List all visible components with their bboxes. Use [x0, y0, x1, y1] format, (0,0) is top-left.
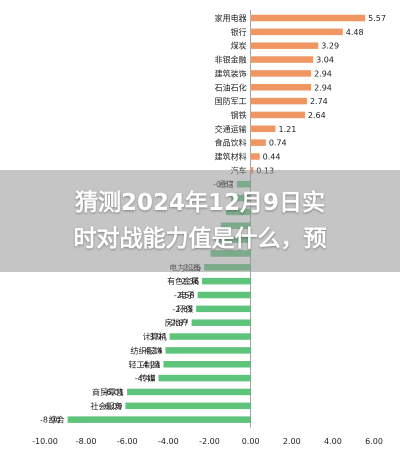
value-label-24: -4.14 — [142, 346, 163, 355]
value-label-19: -2.36 — [178, 277, 199, 286]
bar-20 — [197, 291, 251, 299]
x-tick-label-2: -6.00 — [117, 437, 138, 446]
banner-line-2: 时对战能力值是什么，预 — [73, 226, 327, 252]
bar-23 — [169, 333, 251, 340]
category-label-27: 商贸零售 — [92, 387, 124, 397]
bar-21 — [196, 305, 251, 313]
value-label-20: -2.58 — [174, 291, 195, 300]
bar-22 — [191, 319, 251, 326]
value-label-5: 2.94 — [314, 83, 332, 92]
category-label-8: 交通运输 — [215, 124, 247, 134]
bar-6 — [250, 97, 307, 105]
category-label-1: 银行 — [231, 27, 247, 37]
value-label-3: 3.04 — [316, 56, 334, 65]
value-label-26: -4.48 — [135, 374, 156, 383]
category-label-2: 煤炭 — [231, 41, 247, 51]
value-label-8: 1.21 — [279, 125, 297, 134]
x-tick-label-4: -2.00 — [199, 437, 220, 446]
bar-10 — [250, 153, 260, 160]
value-label-23: -3.94 — [146, 333, 167, 342]
bar-27 — [127, 388, 251, 396]
category-label-0: 家用电器 — [215, 13, 247, 23]
category-label-19: 有色金属 — [167, 276, 199, 286]
bar-0 — [250, 14, 366, 22]
category-label-21: 环保 — [177, 304, 193, 314]
category-label-28: 社会服务 — [90, 401, 122, 411]
category-label-5: 石油石化 — [215, 82, 247, 92]
banner-line-1: 猜测2024年12月9日实 — [74, 190, 326, 216]
category-label-26: 传媒 — [140, 373, 156, 383]
x-tick-label-8: 6.00 — [365, 437, 383, 446]
value-label-7: 2.64 — [308, 111, 326, 120]
value-label-28: -6.09 — [102, 402, 123, 411]
bar-5 — [250, 84, 312, 91]
bar-29 — [67, 416, 251, 423]
value-label-27: -6.01 — [103, 388, 124, 397]
value-label-22: -2.87 — [168, 319, 189, 328]
category-label-9: 食品饮料 — [215, 138, 247, 148]
banner-overlay: 猜测2024年12月9日实 时对战能力值是什么，预 — [0, 170, 400, 272]
value-label-9: 0.74 — [269, 139, 287, 148]
category-label-23: 计算机 — [143, 332, 167, 342]
bar-26 — [158, 374, 251, 382]
category-label-25: 轻工制造 — [128, 359, 160, 369]
value-label-4: 2.94 — [314, 69, 332, 78]
x-tick-label-7: 4.00 — [324, 437, 342, 446]
category-label-7: 钢铁 — [231, 110, 247, 120]
value-label-2: 3.29 — [321, 42, 339, 51]
category-label-3: 非银金融 — [215, 55, 247, 65]
category-label-22: 房地产 — [165, 318, 189, 328]
x-tick-label-3: -4.00 — [158, 437, 179, 446]
value-label-6: 2.74 — [310, 97, 328, 106]
x-tick-label-1: -8.00 — [76, 437, 97, 446]
bar-8 — [250, 125, 276, 133]
bar-25 — [163, 361, 251, 368]
value-label-29: -8.90 — [40, 416, 61, 425]
value-label-25: -4.24 — [140, 360, 161, 369]
value-label-21: -2.65 — [172, 305, 193, 314]
x-tick-label-0: -10.00 — [32, 437, 58, 446]
bar-9 — [250, 139, 266, 146]
category-label-20: 电子 — [179, 290, 195, 300]
category-label-4: 建筑装饰 — [215, 68, 247, 78]
bar-1 — [250, 28, 343, 36]
category-label-6: 国防军工 — [215, 96, 247, 106]
value-label-1: 4.48 — [346, 28, 364, 37]
bar-19 — [202, 277, 251, 285]
bar-3 — [250, 56, 314, 63]
bar-28 — [125, 402, 251, 410]
value-label-10: 0.44 — [263, 153, 281, 162]
banner-text: 猜测2024年12月9日实 时对战能力值是什么，预 — [0, 170, 400, 272]
bar-4 — [250, 70, 312, 77]
category-label-29: 综合 — [49, 415, 65, 425]
category-label-24: 纺织服饰 — [130, 345, 162, 355]
category-label-10: 建筑材料 — [215, 152, 247, 162]
bar-7 — [250, 111, 305, 119]
x-tick-label-5: 0.00 — [242, 437, 260, 446]
bar-2 — [250, 42, 319, 49]
x-tick-label-6: 2.00 — [283, 437, 301, 446]
bar-24 — [165, 347, 251, 354]
value-label-0: 5.57 — [368, 14, 386, 23]
